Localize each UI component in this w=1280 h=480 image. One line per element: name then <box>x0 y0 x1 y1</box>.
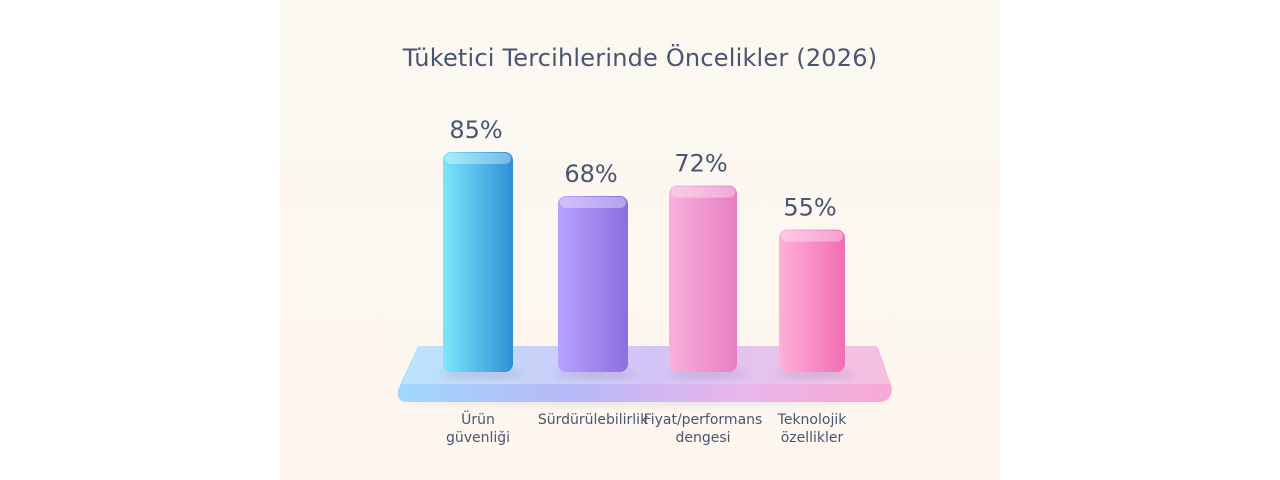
bar-value-label: 72% <box>674 150 727 178</box>
category-label-line: Fiyat/performans <box>643 412 763 428</box>
base-platform <box>394 346 892 406</box>
category-label: Fiyat/performans dengesi <box>623 411 783 447</box>
category-label-line: dengesi <box>675 430 731 446</box>
bar-chart: 85% 68% 72% 55% <box>394 116 892 406</box>
bar-value-label: 85% <box>449 116 502 144</box>
category-label-line: Teknolojik <box>777 412 847 428</box>
bar <box>669 185 737 372</box>
bar <box>779 229 845 372</box>
category-label-line: güvenliği <box>445 430 511 446</box>
category-label-line: özellikler <box>780 430 844 446</box>
chart-panel: Tüketici Tercihlerinde Öncelikler (2026) <box>280 0 1000 480</box>
category-label: Sürdürülebilirlik <box>513 411 673 429</box>
bar-top-highlight <box>781 230 843 242</box>
category-label-line: Sürdürülebilirlik <box>537 412 649 428</box>
bar-value-label: 55% <box>783 194 836 222</box>
category-label: Teknolojik özellikler <box>732 411 892 447</box>
bar-top-highlight <box>445 153 511 164</box>
bars-group: 85% 68% 72% 55% <box>441 116 855 379</box>
bar <box>558 196 628 372</box>
bar <box>443 152 513 372</box>
bar-value-label: 68% <box>564 160 617 188</box>
bar-top-highlight <box>560 197 626 208</box>
chart-title: Tüketici Tercihlerinde Öncelikler (2026) <box>402 44 878 72</box>
bar-top-highlight <box>671 186 735 198</box>
category-label: Ürün güvenliği <box>398 411 558 447</box>
category-label-line: Ürün <box>461 412 495 428</box>
